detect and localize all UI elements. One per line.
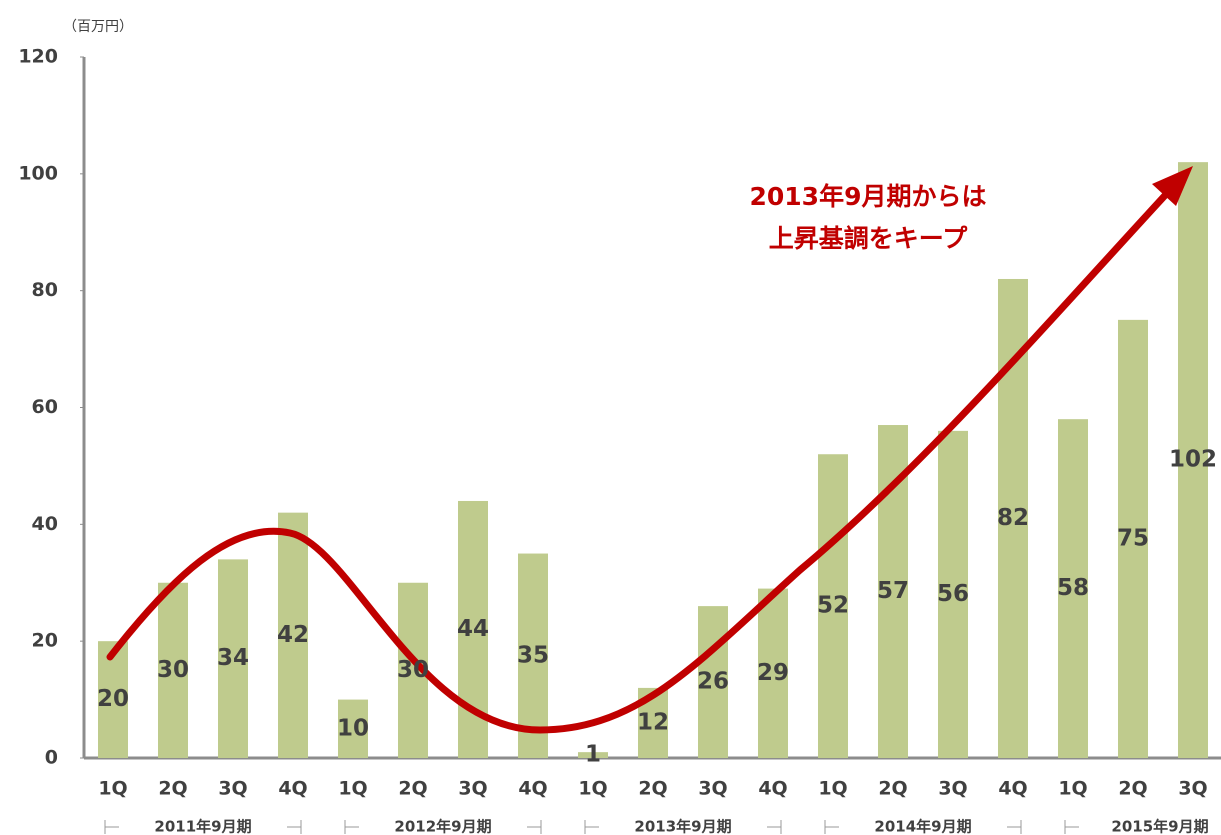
bar <box>758 588 788 758</box>
bar <box>1178 162 1208 758</box>
y-tick-label: 60 <box>32 396 58 418</box>
x-tick-label: 1Q <box>1058 778 1087 800</box>
trend-arrowhead <box>1152 166 1193 206</box>
bar <box>518 553 548 758</box>
y-tick-label: 40 <box>32 513 58 535</box>
bar <box>218 559 248 758</box>
data-label: 1 <box>585 742 601 768</box>
annotation: 上昇基調をキープ <box>769 224 969 253</box>
x-tick-label: 3Q <box>938 778 967 800</box>
data-label: 58 <box>1057 575 1089 601</box>
x-tick-label: 2Q <box>1118 778 1147 800</box>
bar <box>158 582 188 758</box>
data-label: 34 <box>217 645 249 671</box>
x-tick-label: 1Q <box>578 778 607 800</box>
group-label: 2012年9月期 <box>394 818 491 835</box>
data-label: 82 <box>997 505 1029 531</box>
x-tick-label: 4Q <box>518 778 547 800</box>
x-tick-label: 3Q <box>218 778 247 800</box>
x-tick-label: 4Q <box>758 778 787 800</box>
data-label: 29 <box>757 660 789 686</box>
data-label: 30 <box>397 657 429 683</box>
data-label: 35 <box>517 642 549 668</box>
group-label: 2014年9月期 <box>874 818 971 835</box>
x-tick-label: 2Q <box>878 778 907 800</box>
data-label: 12 <box>637 709 669 735</box>
x-tick-label: 2Q <box>398 778 427 800</box>
group-label: 2015年9月期 <box>1111 818 1208 835</box>
y-tick-label: 120 <box>18 46 58 68</box>
x-tick-label: 3Q <box>698 778 727 800</box>
bar <box>818 454 848 758</box>
bar <box>98 641 128 758</box>
annotation: 2013年9月期からは <box>750 182 987 211</box>
data-label: 42 <box>277 622 309 648</box>
x-tick-label: 4Q <box>998 778 1027 800</box>
y-tick-label: 20 <box>32 630 58 652</box>
bar <box>1118 319 1148 758</box>
group-label: 2011年9月期 <box>154 818 251 835</box>
bar <box>338 699 368 758</box>
data-label: 52 <box>817 593 849 619</box>
x-tick-label: 3Q <box>1178 778 1207 800</box>
unit-label: （百万円） <box>63 19 133 35</box>
bar <box>278 512 308 758</box>
y-tick-label: 0 <box>45 747 58 769</box>
data-label: 26 <box>697 669 729 695</box>
y-tick-label: 80 <box>32 279 58 301</box>
group-label: 2013年9月期 <box>634 818 731 835</box>
x-tick-label: 2Q <box>638 778 667 800</box>
y-tick-label: 100 <box>18 162 58 184</box>
data-label: 30 <box>157 657 189 683</box>
x-tick-label: 1Q <box>98 778 127 800</box>
data-label: 102 <box>1169 447 1217 473</box>
data-label: 57 <box>877 578 909 604</box>
x-tick-label: 3Q <box>458 778 487 800</box>
x-tick-label: 1Q <box>338 778 367 800</box>
data-label: 44 <box>457 616 489 642</box>
bar <box>1058 419 1088 758</box>
data-label: 10 <box>337 715 369 741</box>
bar <box>698 606 728 758</box>
trend-curve <box>106 186 1174 734</box>
x-tick-label: 1Q <box>818 778 847 800</box>
bar <box>578 752 608 758</box>
data-label: 75 <box>1117 525 1149 551</box>
data-label: 56 <box>937 581 969 607</box>
data-label: 20 <box>97 686 129 712</box>
x-tick-label: 4Q <box>278 778 307 800</box>
x-tick-label: 2Q <box>158 778 187 800</box>
bar <box>938 430 968 758</box>
